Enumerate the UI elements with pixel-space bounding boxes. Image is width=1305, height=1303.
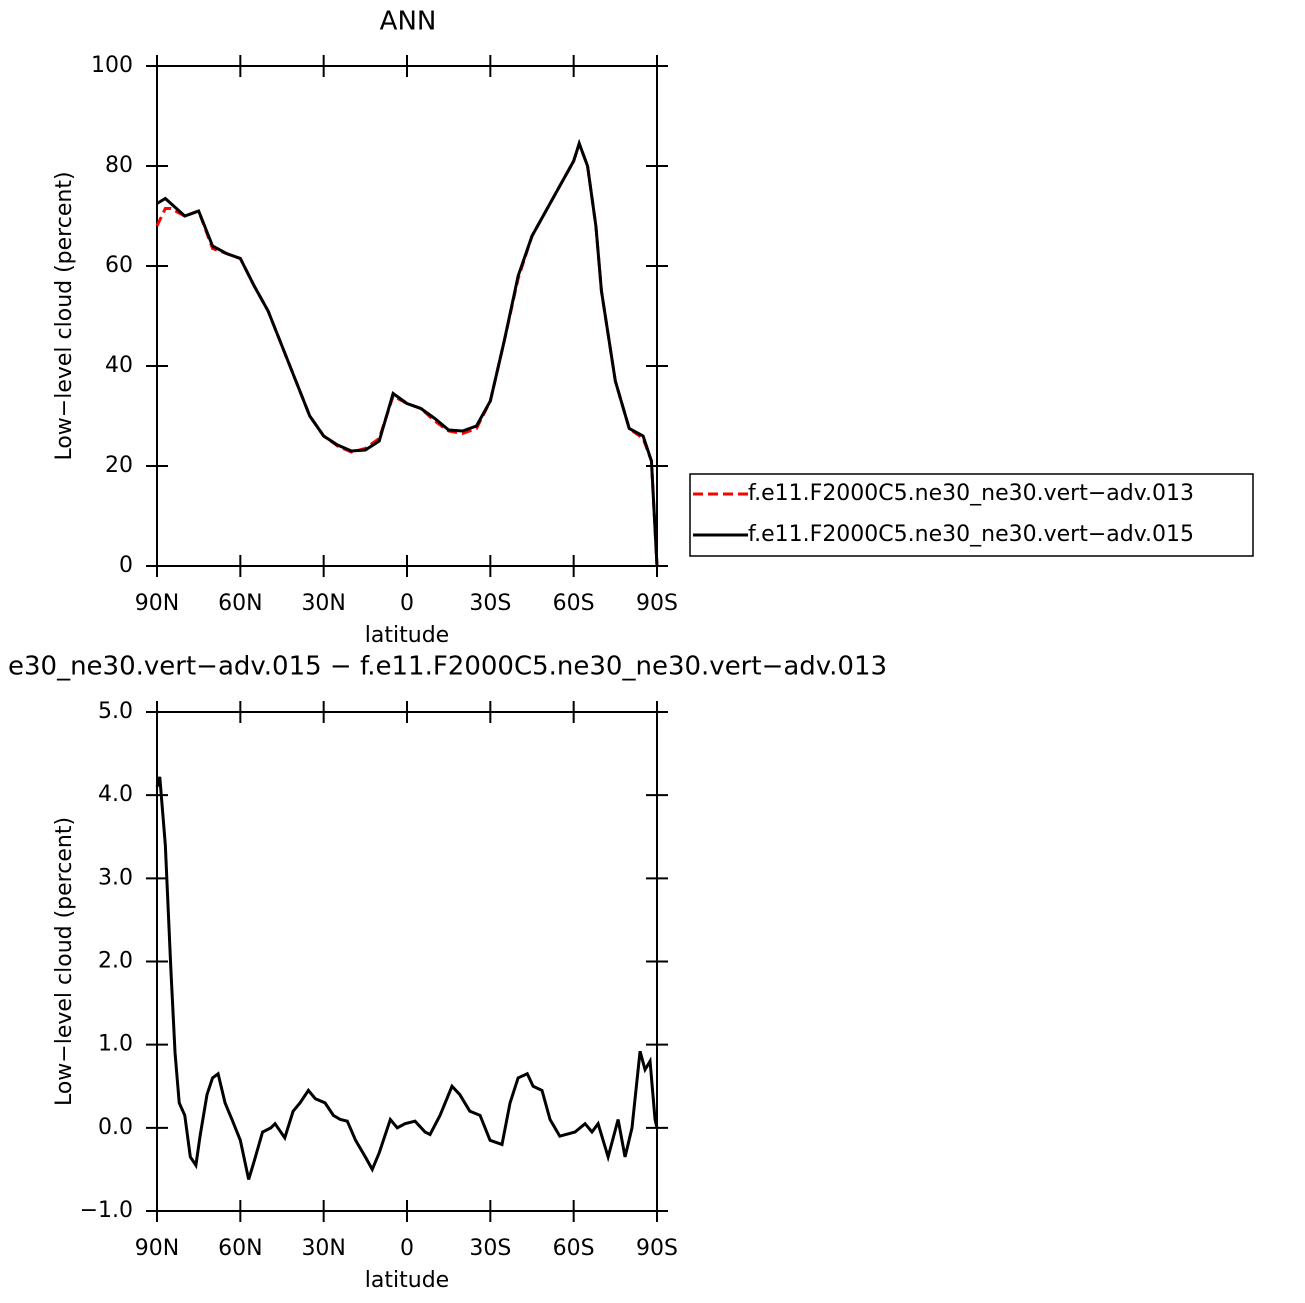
- y-tick-label: 2.0: [98, 949, 133, 974]
- x-tick-label: 60N: [218, 591, 262, 616]
- y-tick-label: 0.0: [98, 1115, 133, 1140]
- y-tick-label: 20: [105, 453, 133, 478]
- x-tick-label: 0: [400, 591, 414, 616]
- y-tick-label: 5.0: [98, 699, 133, 724]
- series-line: [156, 138, 659, 567]
- plot-frame: [156, 65, 658, 567]
- y-tick-label: 40: [105, 353, 133, 378]
- x-axis-label: latitude: [365, 623, 449, 648]
- y-tick-label: 0: [119, 553, 133, 578]
- x-tick-label: 90S: [636, 591, 678, 616]
- series-line: [155, 138, 659, 567]
- x-tick-label: 90N: [135, 591, 179, 616]
- x-tick-label: 30N: [301, 591, 345, 616]
- x-tick-label: 60S: [553, 1236, 595, 1261]
- x-tick-label: 30S: [469, 1236, 511, 1261]
- chart-title: ANN: [380, 7, 437, 37]
- x-tick-label: 30S: [469, 591, 511, 616]
- x-tick-label: 0: [400, 1236, 414, 1261]
- x-axis-label: latitude: [365, 1268, 449, 1293]
- x-tick-label: 90N: [135, 1236, 179, 1261]
- y-tick-label: −1.0: [80, 1198, 133, 1223]
- y-axis-label: Low−level cloud (percent): [52, 171, 77, 460]
- x-tick-label: 60S: [553, 591, 595, 616]
- legend-label: f.e11.F2000C5.ne30_ne30.vert−adv.015: [748, 522, 1194, 547]
- legend-box: [689, 473, 1254, 557]
- y-tick-label: 4.0: [98, 782, 133, 807]
- y-tick-label: 60: [105, 253, 133, 278]
- legend-label: f.e11.F2000C5.ne30_ne30.vert−adv.013: [748, 481, 1194, 506]
- y-tick-label: 100: [91, 53, 133, 78]
- x-tick-label: 60N: [218, 1236, 262, 1261]
- plot-frame: [156, 711, 658, 1212]
- x-tick-label: 90S: [636, 1236, 678, 1261]
- y-axis-label: Low−level cloud (percent): [52, 817, 77, 1106]
- chart-title: e30_ne30.vert−adv.015 − f.e11.F2000C5.ne…: [8, 652, 887, 682]
- y-tick-label: 1.0: [98, 1032, 133, 1057]
- y-tick-label: 3.0: [98, 865, 133, 890]
- x-tick-label: 30N: [301, 1236, 345, 1261]
- series-line: [155, 776, 659, 1180]
- y-tick-label: 80: [105, 153, 133, 178]
